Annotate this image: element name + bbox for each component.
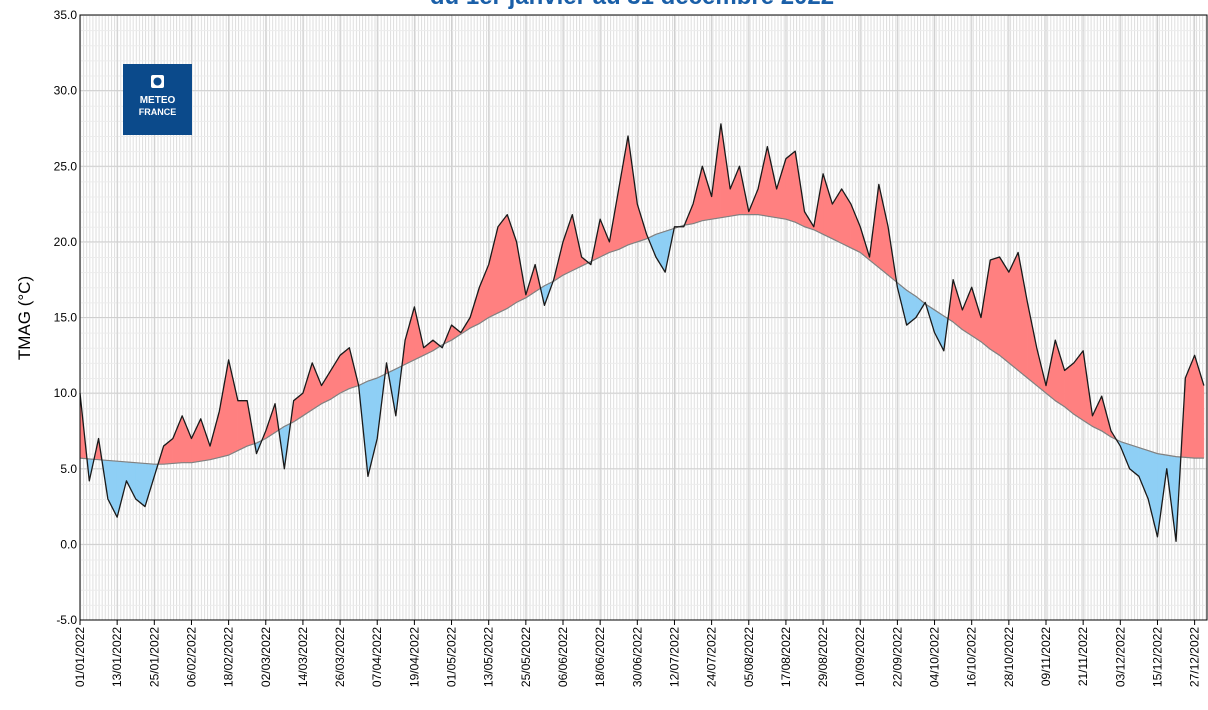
x-tick-label: 14/03/2022 bbox=[296, 627, 310, 687]
y-tick-label: 0.0 bbox=[60, 537, 77, 551]
x-tick-label: 01/05/2022 bbox=[445, 627, 459, 687]
x-tick-label: 17/08/2022 bbox=[779, 627, 793, 687]
x-tick-label: 03/12/2022 bbox=[1113, 627, 1127, 687]
x-tick-label: 28/10/2022 bbox=[1002, 627, 1016, 687]
chart-title: du 1er janvier au 31 décembre 2022 bbox=[430, 0, 834, 10]
y-tick-label: 5.0 bbox=[60, 462, 77, 476]
normal-line bbox=[79, 214, 1204, 465]
plot-frame bbox=[79, 14, 1208, 621]
x-tick-label: 13/05/2022 bbox=[482, 627, 496, 687]
x-tick-label: 05/08/2022 bbox=[742, 627, 756, 687]
anomaly-fill bbox=[1064, 362, 1075, 415]
x-tick-label: 07/04/2022 bbox=[370, 627, 384, 687]
x-tick-label: 02/03/2022 bbox=[259, 627, 273, 687]
anomaly-fill bbox=[237, 400, 248, 452]
x-tick-label: 22/09/2022 bbox=[890, 627, 904, 687]
logo-text: FRANCE bbox=[139, 107, 177, 117]
y-tick-label: 30.0 bbox=[54, 84, 78, 98]
logo-text: METEO bbox=[140, 95, 176, 106]
x-tick-label: 26/03/2022 bbox=[333, 627, 347, 687]
y-tick-label: -5.0 bbox=[56, 613, 77, 627]
x-tick-label: 19/04/2022 bbox=[407, 627, 421, 687]
x-tick-label: 21/11/2022 bbox=[1076, 627, 1090, 686]
x-tick-label: 18/02/2022 bbox=[222, 627, 236, 687]
x-tick-label: 06/06/2022 bbox=[556, 627, 570, 687]
x-tick-label: 29/08/2022 bbox=[816, 627, 830, 687]
x-tick-label: 27/12/2022 bbox=[1188, 627, 1202, 687]
x-tick-label: 30/06/2022 bbox=[630, 627, 644, 687]
temperature-line bbox=[79, 123, 1205, 542]
y-tick-label: 20.0 bbox=[54, 235, 78, 249]
y-tick-label: 10.0 bbox=[54, 386, 78, 400]
x-tick-label: 10/09/2022 bbox=[853, 627, 867, 687]
logo: METEO FRANCE bbox=[123, 64, 192, 135]
y-tick-label: 15.0 bbox=[54, 311, 78, 325]
logo-icon bbox=[153, 77, 162, 86]
anomaly-fill bbox=[999, 256, 1010, 364]
x-tick-label: 25/05/2022 bbox=[519, 627, 533, 687]
anomaly-fill bbox=[497, 213, 508, 314]
x-tick-label: 24/07/2022 bbox=[705, 627, 719, 687]
x-tick-label: 12/07/2022 bbox=[667, 627, 681, 687]
y-axis-label: TMAG (°C) bbox=[15, 276, 34, 360]
anomaly-fill bbox=[785, 150, 796, 223]
x-tick-label: 16/10/2022 bbox=[965, 627, 979, 687]
x-tick-label: 06/02/2022 bbox=[184, 627, 198, 687]
y-tick-label: 25.0 bbox=[54, 159, 78, 173]
anomaly-fill bbox=[990, 256, 1000, 356]
x-tick-label: 01/01/2022 bbox=[73, 627, 87, 687]
x-tick-label: 18/06/2022 bbox=[593, 627, 607, 687]
x-tick-label: 25/01/2022 bbox=[147, 627, 161, 687]
plot: -5.0 0.0 5.0 10.0 15.0 20.0 25.0 30.0 35.0 01/01/… bbox=[54, 8, 1208, 687]
x-tick-label: 15/12/2022 bbox=[1150, 627, 1164, 687]
x-tick-label: 09/11/2022 bbox=[1039, 627, 1053, 686]
x-tick-label: 13/01/2022 bbox=[110, 627, 124, 687]
y-tick-label: 35.0 bbox=[54, 8, 78, 22]
x-tick-label: 04/10/2022 bbox=[928, 627, 942, 687]
